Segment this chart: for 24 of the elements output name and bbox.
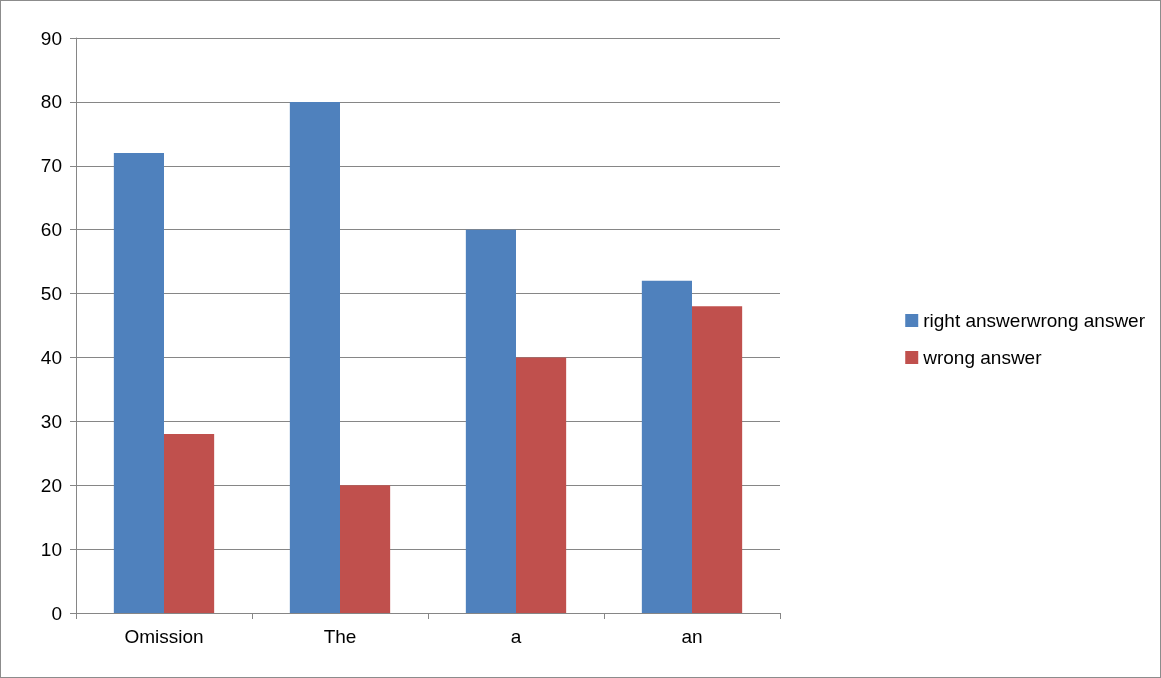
bar	[465, 229, 516, 613]
y-tick-label: 60	[40, 219, 62, 241]
bar	[113, 153, 164, 613]
y-tick-label: 50	[40, 283, 62, 305]
bar	[164, 434, 215, 613]
x-tick-label: Omission	[124, 626, 204, 647]
bar	[516, 357, 567, 613]
bar	[692, 306, 743, 613]
x-tick-label: The	[323, 626, 357, 647]
y-tick-label: 90	[40, 27, 62, 49]
legend-label: right answerwrong answer	[923, 310, 1146, 331]
y-tick-label: 0	[51, 602, 62, 624]
bar	[641, 280, 692, 613]
y-tick-label: 10	[40, 538, 62, 560]
x-tick-label: a	[510, 626, 522, 647]
bar	[289, 101, 340, 613]
y-tick-label: 30	[40, 410, 62, 432]
legend-label: wrong answer	[922, 347, 1043, 368]
y-tick-label: 20	[40, 474, 62, 496]
y-tick-label: 40	[40, 346, 62, 368]
y-tick-label: 70	[40, 155, 62, 177]
y-tick-label: 80	[40, 91, 62, 113]
x-tick-label: an	[681, 626, 703, 647]
bar	[340, 485, 391, 613]
